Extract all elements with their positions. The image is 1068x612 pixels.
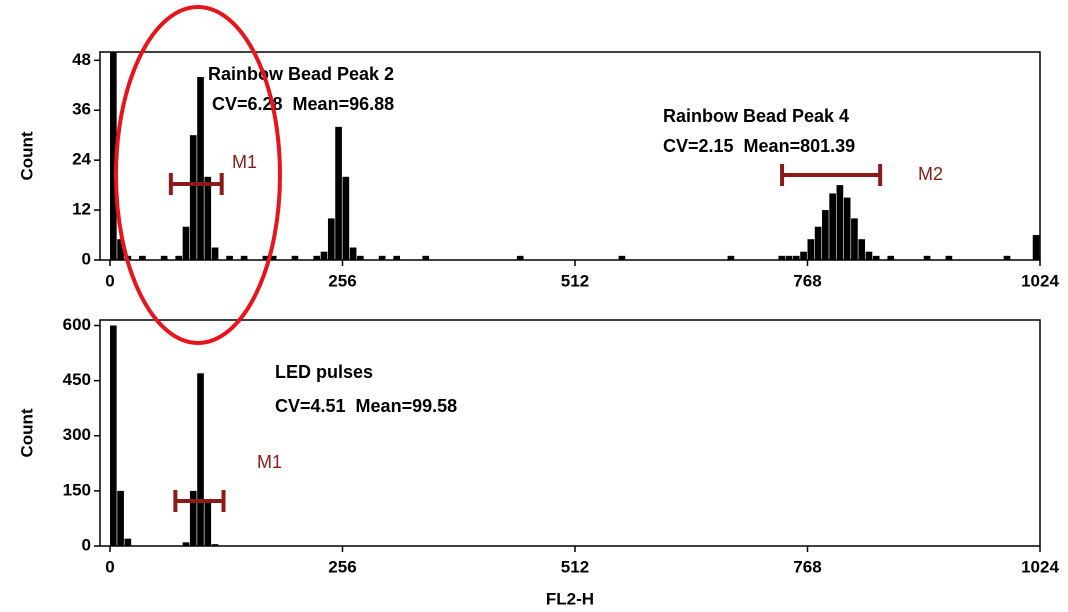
histogram-bar: [807, 239, 815, 260]
x-tick-label: 0: [105, 557, 114, 576]
histogram-bar: [240, 255, 248, 260]
histogram-bar: [349, 247, 357, 260]
y-tick-label: 36: [72, 100, 91, 119]
histogram-bar: [378, 255, 386, 260]
x-tick-label: 768: [793, 557, 821, 576]
y-tick-label: 600: [63, 315, 91, 334]
y-tick-label: 24: [72, 150, 91, 169]
x-tick-label: 256: [328, 557, 356, 576]
histogram-bar: [262, 255, 270, 260]
histogram-bar: [1003, 255, 1011, 260]
histogram-bar: [226, 255, 233, 260]
histogram-bar: [800, 251, 807, 260]
highlight-ellipse: [114, 5, 282, 345]
histogram-bar: [109, 52, 117, 260]
y-tick-label: 0: [82, 249, 91, 268]
histogram-bar: [124, 538, 132, 546]
y-tick-label: 150: [63, 480, 91, 499]
histogram-bar: [211, 544, 219, 546]
x-tick-label: 256: [328, 271, 356, 290]
histogram-bar: [792, 255, 800, 260]
histogram-bar: [829, 193, 836, 260]
y-tick-label: 12: [72, 200, 91, 219]
histogram-bar: [211, 247, 219, 260]
plot-frame: [99, 51, 1041, 261]
annotation: CV=2.15 Mean=801.39: [663, 136, 855, 156]
histogram-bar: [117, 239, 124, 260]
histogram-bar: [175, 255, 183, 260]
histogram-bar: [160, 255, 168, 260]
x-tick-label: 1024: [1021, 271, 1059, 290]
histogram-bar: [197, 373, 204, 546]
gate-label: M1: [257, 452, 282, 472]
histogram-bar: [320, 251, 328, 260]
y-axis-label: Count: [17, 408, 36, 457]
y-tick-label: 300: [63, 425, 91, 444]
histogram-bar: [851, 218, 858, 260]
histogram-bar: [189, 135, 197, 260]
x-tick-label: 512: [561, 271, 589, 290]
histogram-bar: [342, 176, 350, 260]
histogram-bar: [182, 226, 190, 260]
histogram-bar: [778, 255, 786, 260]
y-tick-label: 450: [63, 370, 91, 389]
histogram-bar: [313, 255, 321, 260]
histogram-bar: [923, 255, 931, 260]
histogram-bar: [139, 255, 146, 260]
histogram-bar: [189, 490, 197, 546]
histogram-bar: [335, 126, 342, 260]
histogram-bar: [117, 490, 124, 546]
histogram-bar: [109, 325, 117, 546]
annotation: Rainbow Bead Peak 4: [663, 106, 849, 126]
histogram-bar: [393, 255, 401, 260]
histogram-bar: [872, 255, 880, 260]
annotation: CV=4.51 Mean=99.58: [275, 396, 457, 416]
histogram-bar: [822, 210, 829, 260]
histogram-bar: [858, 239, 866, 260]
x-axis-label: FL2-H: [546, 589, 594, 608]
histogram-bar: [182, 542, 190, 546]
histogram-bar: [945, 255, 953, 260]
annotation: LED pulses: [275, 362, 373, 382]
histogram-bar: [197, 76, 204, 260]
histogram-bar: [204, 501, 212, 546]
y-axis-label: Count: [17, 131, 36, 180]
gate-label: M2: [918, 164, 943, 184]
histogram-bar: [357, 255, 364, 260]
annotation: CV=6.28 Mean=96.88: [212, 94, 394, 114]
histogram-bar: [204, 176, 212, 260]
histogram-bar: [291, 255, 299, 260]
histogram-bar: [865, 251, 873, 260]
histogram-bar: [269, 255, 277, 260]
histogram-bar: [887, 255, 895, 260]
histogram-bar: [814, 226, 822, 260]
histogram-bar: [836, 185, 844, 260]
y-tick-label: 0: [82, 535, 91, 554]
gate-label: M1: [232, 152, 257, 172]
histogram-bar: [327, 218, 335, 260]
histogram-bar: [727, 255, 735, 260]
plot-frame: [99, 319, 1041, 547]
histogram-bar: [516, 255, 524, 260]
histogram-bar: [1032, 235, 1040, 260]
histogram-bar: [785, 255, 793, 260]
x-tick-label: 0: [105, 271, 114, 290]
histogram-bar: [618, 255, 626, 260]
x-tick-label: 512: [561, 557, 589, 576]
x-tick-label: 768: [793, 271, 821, 290]
annotation: Rainbow Bead Peak 2: [208, 64, 394, 84]
histogram-bar: [843, 197, 851, 260]
y-tick-label: 48: [72, 50, 91, 69]
x-tick-label: 1024: [1021, 557, 1059, 576]
histogram-bar: [422, 255, 430, 260]
